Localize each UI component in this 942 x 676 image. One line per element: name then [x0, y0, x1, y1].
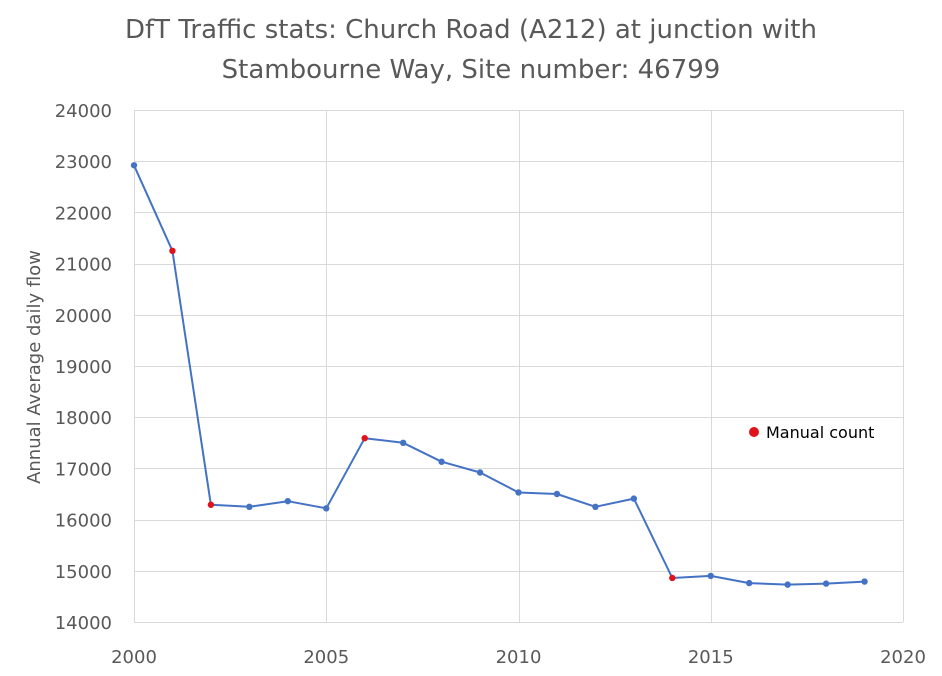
data-point [284, 497, 291, 505]
y-axis-tick-labels: 14000 15000 16000 17000 18000 19000 20000 21000… [55, 101, 112, 634]
series-traffic-flow [130, 162, 868, 588]
data-point [438, 458, 445, 465]
y-tick-label: 18000 [55, 408, 112, 429]
data-point [130, 162, 138, 169]
y-axis-label: Annual Average daily flow [24, 250, 45, 484]
y-tick-label: 17000 [55, 459, 112, 480]
chart-title-line-2: Stambourne Way, Site number: 46799 [221, 55, 721, 85]
data-point [630, 495, 638, 502]
data-point [822, 580, 830, 587]
legend: Manual count [749, 423, 874, 442]
data-point [399, 439, 407, 446]
x-tick-label: 2005 [303, 647, 349, 668]
data-point [592, 503, 599, 510]
data-point [476, 469, 484, 476]
data-point [784, 581, 791, 588]
data-point-manual-count [361, 434, 368, 442]
x-tick-label: 2015 [688, 647, 734, 668]
y-tick-label: 15000 [55, 562, 112, 583]
y-tick-label: 14000 [55, 613, 112, 634]
legend-manual-count-label: Manual count [766, 423, 874, 442]
y-tick-label: 19000 [55, 357, 112, 378]
x-axis-tick-labels: 2000 2005 2010 2015 2020 [111, 647, 926, 668]
grid-lines [134, 110, 904, 623]
chart-title: DfT Traffic stats: Church Road (A212) at… [0, 10, 942, 90]
data-point-manual-count [207, 501, 215, 508]
data-point [553, 490, 561, 498]
chart-title-line-1: DfT Traffic stats: Church Road (A212) at… [125, 15, 817, 45]
y-tick-label: 16000 [55, 511, 112, 532]
x-tick-label: 2010 [496, 647, 542, 668]
y-tick-label: 22000 [55, 203, 112, 224]
data-point [246, 503, 253, 510]
data-point [323, 505, 330, 512]
y-tick-label: 20000 [55, 306, 112, 327]
y-tick-label: 24000 [55, 101, 112, 122]
data-point-manual-count [169, 247, 176, 254]
x-tick-label: 2000 [111, 647, 157, 668]
y-tick-label: 21000 [55, 255, 112, 276]
data-point [746, 579, 753, 587]
data-point-manual-count [669, 574, 676, 582]
x-tick-label: 2020 [880, 647, 926, 668]
legend-manual-count-marker [749, 427, 759, 437]
data-point [707, 572, 714, 580]
data-point [515, 489, 522, 496]
data-point [861, 578, 868, 585]
series-line [133, 164, 865, 586]
y-tick-label: 23000 [55, 152, 112, 173]
